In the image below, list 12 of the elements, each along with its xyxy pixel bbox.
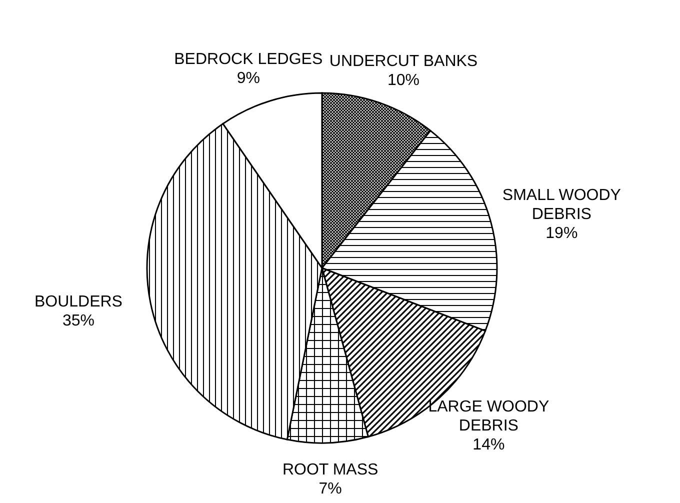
data-label: 19% [546, 225, 578, 242]
data-label: 35% [62, 312, 94, 330]
slice-label: SMALL WOODY DEBRIS [502, 187, 622, 224]
slice-label: ROOT MASS [282, 461, 378, 478]
slice-label: BEDROCK LEDGES [174, 51, 323, 68]
slice-label: BOULDERS [34, 293, 122, 310]
data-label: 14% [472, 436, 505, 454]
data-label: 9% [236, 70, 260, 88]
data-label: 7% [318, 480, 342, 498]
slice-label: UNDERCUT BANKS [329, 53, 478, 70]
slice-label: LARGE WOODY DEBRIS [428, 398, 550, 434]
data-label: 10% [388, 72, 420, 90]
